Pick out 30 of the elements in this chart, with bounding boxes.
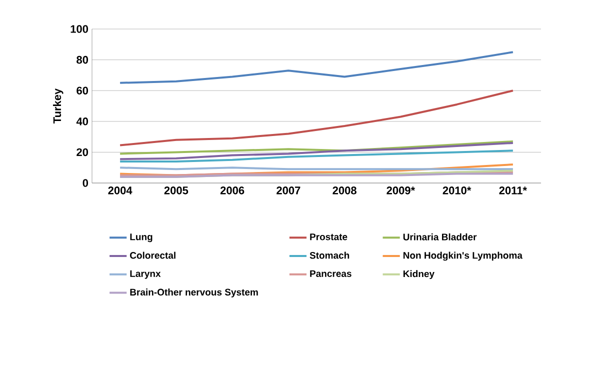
y-tick-label: 20 [76,148,88,156]
legend-label: Kidney [403,270,434,280]
legend-label: Pancreas [310,270,352,277]
line-series [119,90,514,146]
y-axis-title: Turkey [53,88,64,124]
line-series [119,150,514,162]
x-tick-label: 2005 [164,186,188,194]
x-tick-label: 2007 [276,186,300,194]
legend-label: Lung [130,234,152,242]
x-tick-label: 2006 [220,186,244,194]
y-tick-label: 40 [76,118,88,126]
legend-label: Stomach [310,252,350,259]
legend-label: Prostate [310,234,348,240]
line-series [119,51,514,84]
legend-label: Non Hodgkin's Lymphoma [403,252,523,261]
legend-label: Larynx [130,270,161,279]
x-tick-label: 2008 [332,186,356,194]
legend-label: Urinaria Bladder [403,233,477,240]
x-tick-label: 2009* [386,186,416,194]
line-series [119,142,514,160]
x-tick-label: 2011* [499,186,527,194]
legend-label: Colorectal [130,252,176,259]
y-tick-label: 0 [82,179,88,187]
y-tick-label: 60 [76,86,88,94]
y-tick-label: 80 [76,56,88,64]
y-tick-label: 100 [70,25,88,33]
x-tick-label: 2010* [442,186,472,194]
line-series [119,140,514,155]
x-tick-label: 2004 [108,186,132,194]
legend-label: Brain-Other nervous System [130,288,258,298]
